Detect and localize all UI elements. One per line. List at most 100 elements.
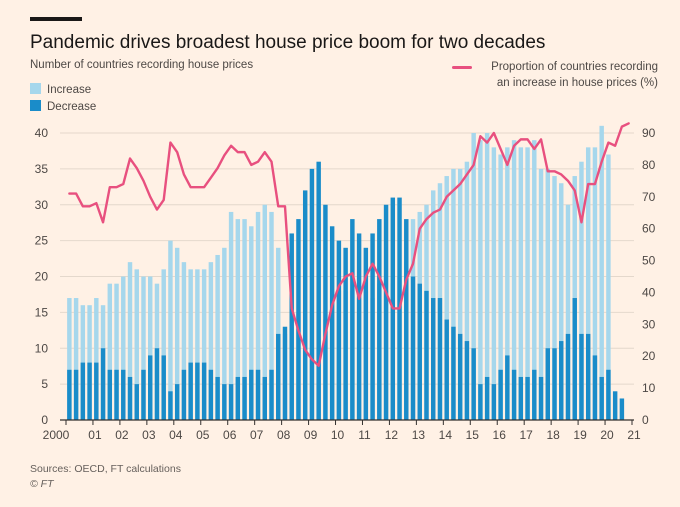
decrease-bar (323, 204, 328, 420)
increase-bar (545, 168, 550, 420)
decrease-bar (565, 333, 571, 420)
decrease-bar (73, 369, 79, 420)
decrease-bar (464, 341, 470, 420)
decrease-bar (127, 376, 133, 420)
decrease-bar (431, 298, 436, 420)
increase-bar (478, 140, 483, 421)
increase-bar (457, 168, 463, 420)
increase-bar (498, 154, 503, 420)
decrease-bar (94, 362, 99, 420)
increase-bar (269, 211, 274, 420)
right-axis-label-line-1: Proportion of countries recording (491, 61, 658, 73)
increase-swatch (30, 83, 41, 94)
decrease-bar (525, 376, 530, 420)
legend-label-increase: Increase (47, 84, 92, 96)
decrease-bar (559, 341, 564, 420)
increase-bar (565, 204, 571, 420)
decrease-bar (107, 369, 113, 420)
decrease-bar (249, 369, 254, 420)
decrease-bar (201, 362, 207, 420)
increase-bar (249, 226, 254, 420)
x-tick-label: 11 (358, 428, 371, 442)
decrease-bar (141, 369, 146, 420)
increase-bar (107, 283, 113, 420)
increase-bar (121, 276, 126, 420)
decrease-bar (484, 376, 490, 420)
decrease-bar (505, 355, 510, 420)
decrease-bar (235, 376, 241, 420)
decrease-bar (296, 219, 301, 420)
increase-bar (592, 147, 598, 420)
increase-bar (161, 269, 166, 420)
increase-bar (114, 283, 119, 420)
increase-bar (134, 269, 139, 420)
decrease-bar (437, 298, 443, 420)
increase-bar (208, 262, 214, 420)
increase-bar (606, 154, 611, 420)
y2-tick-label: 40 (642, 285, 656, 299)
decrease-bar (276, 333, 281, 420)
increase-bar (215, 254, 220, 420)
increase-bar (174, 247, 180, 420)
y2-tick-label: 60 (642, 222, 656, 236)
y-tick-label: 20 (35, 270, 49, 284)
increase-bar (188, 269, 193, 420)
y2-tick-label: 70 (642, 190, 656, 204)
x-tick-label: 05 (196, 428, 210, 442)
decrease-bar (356, 233, 362, 420)
x-tick-label: 07 (250, 428, 264, 442)
decrease-bar (121, 369, 126, 420)
decrease-bar (302, 190, 308, 420)
increase-bar (228, 211, 234, 420)
decrease-bar (161, 355, 166, 420)
increase-bar (559, 183, 564, 420)
decrease-bar (579, 333, 584, 420)
decrease-bar (451, 326, 456, 420)
x-tick-label: 2000 (43, 428, 70, 442)
y2-tick-label: 90 (642, 126, 656, 140)
y-tick-label: 40 (35, 126, 49, 140)
right-axis-label: Proportion of countries recording an inc… (491, 59, 658, 91)
decrease-bar (188, 362, 193, 420)
legend-item-decrease: Decrease (30, 100, 96, 113)
decrease-bar (599, 376, 604, 420)
decrease-bar (511, 369, 517, 420)
x-tick-label: 02 (115, 428, 129, 442)
increase-bar (532, 140, 537, 421)
decrease-bar (87, 362, 92, 420)
decrease-bar (606, 369, 611, 420)
decrease-bar (329, 226, 335, 420)
increase-bar (471, 133, 476, 420)
x-tick-label: 09 (304, 428, 318, 442)
decrease-bar (134, 384, 139, 420)
increase-bar (222, 247, 227, 420)
decrease-bar (100, 348, 106, 420)
x-tick-label: 10 (331, 428, 345, 442)
x-tick-label: 03 (142, 428, 156, 442)
decrease-bar (148, 355, 153, 420)
decrease-bar (343, 247, 348, 420)
decrease-bar (404, 219, 409, 420)
increase-bar (255, 211, 261, 420)
y-tick-label: 10 (35, 341, 49, 355)
decrease-bar (269, 369, 274, 420)
decrease-bar (478, 384, 483, 420)
line-legend-swatch (452, 66, 472, 69)
increase-bar (73, 298, 79, 420)
decrease-bar (545, 348, 550, 420)
increase-bar (511, 140, 517, 421)
increase-bar (67, 298, 72, 420)
increase-bar (599, 125, 604, 420)
legend-label-decrease: Decrease (47, 101, 97, 113)
decrease-bar (585, 333, 591, 420)
x-tick-label: 01 (88, 428, 102, 442)
decrease-bar (282, 326, 288, 420)
increase-bar (538, 168, 544, 420)
y-tick-label: 15 (35, 305, 49, 319)
y2-tick-label: 0 (642, 413, 649, 427)
decrease-bar (222, 384, 227, 420)
increase-bar (181, 262, 187, 420)
decrease-bar (228, 384, 234, 420)
y2-tick-label: 80 (642, 158, 656, 172)
